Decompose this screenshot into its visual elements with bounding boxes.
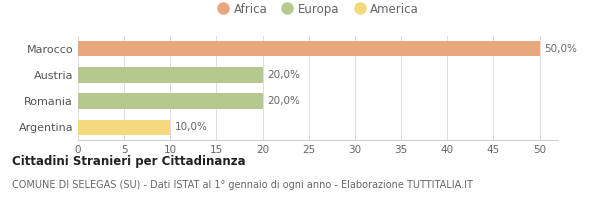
Bar [78, 41, 539, 56]
Bar [78, 93, 263, 109]
Text: COMUNE DI SELEGAS (SU) - Dati ISTAT al 1° gennaio di ogni anno - Elaborazione TU: COMUNE DI SELEGAS (SU) - Dati ISTAT al 1… [12, 180, 473, 190]
Text: 50,0%: 50,0% [544, 44, 577, 54]
Text: 10,0%: 10,0% [175, 122, 208, 132]
Text: 20,0%: 20,0% [267, 70, 300, 80]
Text: 20,0%: 20,0% [267, 96, 300, 106]
Bar [78, 67, 263, 83]
Text: Cittadini Stranieri per Cittadinanza: Cittadini Stranieri per Cittadinanza [12, 155, 245, 168]
Legend: Africa, Europa, America: Africa, Europa, America [212, 0, 424, 21]
Bar [78, 120, 170, 135]
